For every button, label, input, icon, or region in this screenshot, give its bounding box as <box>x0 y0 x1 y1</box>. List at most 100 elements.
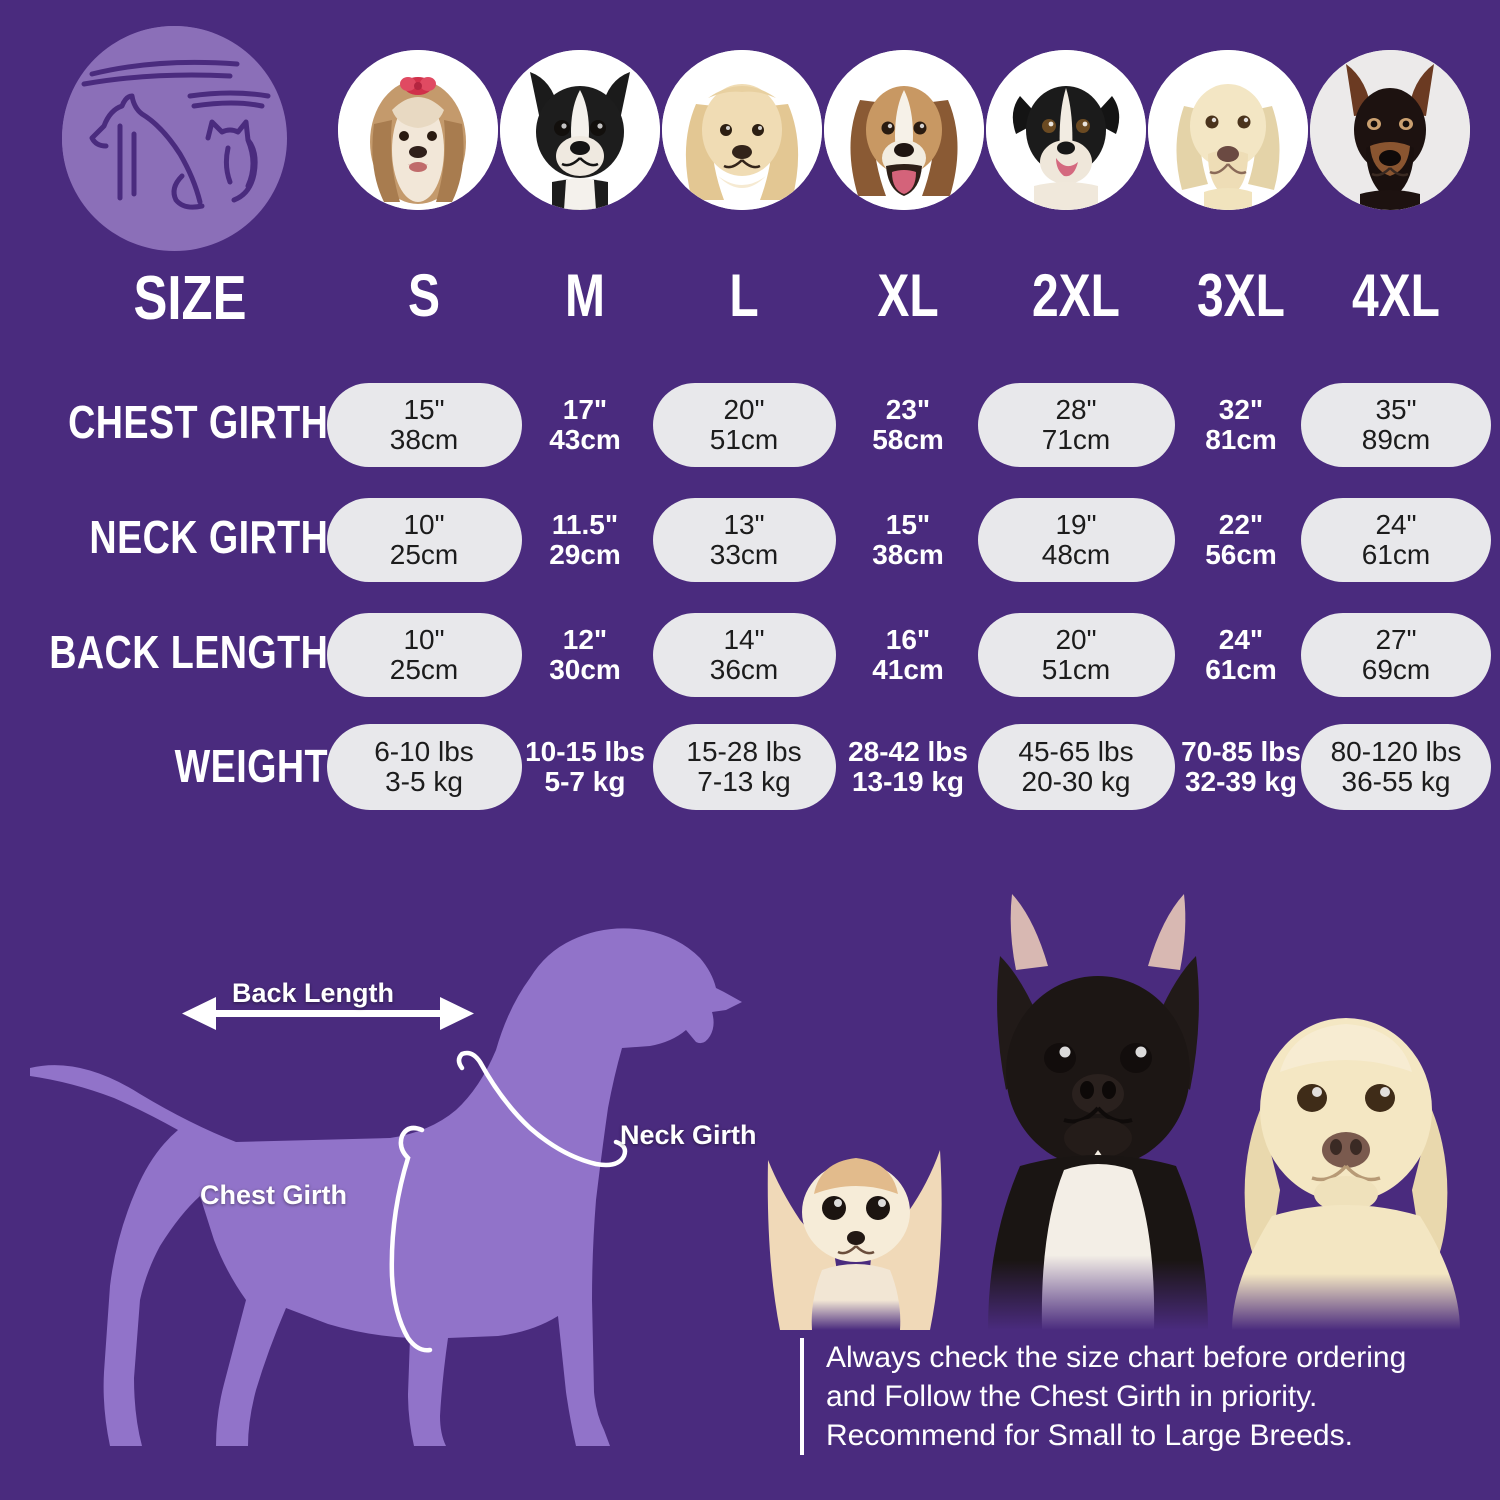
size-header-l: L <box>729 262 759 329</box>
cell-value-metric: 89cm <box>1361 424 1431 455</box>
labrador-photo <box>1232 1018 1460 1330</box>
cell-3xl-neck-girth: 22" 56cm <box>1157 498 1325 582</box>
cell-value-metric: 41cm <box>872 654 944 685</box>
size-header-xl: XL <box>877 262 939 329</box>
cell-value-imperial: 22" <box>1218 509 1264 541</box>
cell-2xl-chest-girth: 28" 71cm <box>977 383 1175 467</box>
boston-terrier-photo-icon <box>500 50 660 210</box>
double-arrow-icon <box>182 997 474 1030</box>
doberman-photo-icon <box>1310 50 1470 210</box>
cell-value-metric: 58cm <box>872 424 944 455</box>
cell-value-metric: 51cm <box>1041 654 1111 685</box>
cell-value-metric: 25cm <box>389 539 459 570</box>
size-header-m: M <box>565 262 605 329</box>
dog-photo-group <box>760 860 1500 1330</box>
brand-logo <box>62 26 287 251</box>
size-header-4xl: 4XL <box>1351 262 1441 329</box>
chest-girth-label: Chest Girth <box>200 1180 348 1210</box>
cell-value-imperial: 13" <box>723 509 765 541</box>
note-line-2: and Follow the Chest Girth in priority. <box>826 1380 1318 1413</box>
cell-m-weight: 10-15 lbs 5-7 kg <box>505 724 665 810</box>
cell-value-metric: 38cm <box>389 424 459 455</box>
cocker-spaniel-photo-icon <box>662 50 822 210</box>
cell-value-imperial: 11.5" <box>551 509 619 541</box>
cell-4xl-weight: 80-120 lbs 36-55 kg <box>1301 724 1491 810</box>
cell-value-metric: 5-7 kg <box>544 766 626 797</box>
cell-2xl-weight: 45-65 lbs 20-30 kg <box>977 724 1175 810</box>
cell-value-metric: 51cm <box>709 424 779 455</box>
three-dogs-photo-icon <box>767 894 1460 1330</box>
neck-girth-label: Neck Girth <box>620 1120 757 1150</box>
cell-value-imperial: 15" <box>885 509 931 541</box>
cell-s-back-length: 10" 25cm <box>326 613 522 697</box>
cell-value-imperial: 6-10 lbs <box>374 736 474 768</box>
cell-value-imperial: 14" <box>723 624 765 656</box>
measurement-diagram: Back Length Neck Girth Chest Girth <box>10 880 770 1490</box>
cell-value-metric: 13-19 kg <box>851 766 965 797</box>
cell-xl-neck-girth: 15" 38cm <box>827 498 990 582</box>
cell-m-back-length: 12" 30cm <box>505 613 665 697</box>
cell-value-imperial: 10" <box>403 624 445 656</box>
cell-value-metric: 36cm <box>709 654 779 685</box>
cell-value-imperial: 10-15 lbs <box>525 736 645 768</box>
size-header-3xl: 3XL <box>1196 262 1286 329</box>
cell-s-neck-girth: 10" 25cm <box>326 498 522 582</box>
note-line-1: Always check the size chart before order… <box>826 1341 1407 1374</box>
size-header-2xl: 2XL <box>1031 262 1121 329</box>
cell-value-metric: 25cm <box>389 654 459 685</box>
cell-value-imperial: 28-42 lbs <box>848 736 968 768</box>
cell-value-imperial: 24" <box>1375 509 1417 541</box>
breed-avatar <box>338 50 498 210</box>
cell-value-imperial: 27" <box>1375 624 1417 656</box>
chihuahua-photo <box>767 1150 942 1330</box>
cell-value-metric: 3-5 kg <box>385 766 463 797</box>
cell-m-neck-girth: 11.5" 29cm <box>505 498 665 582</box>
cell-4xl-neck-girth: 24" 61cm <box>1301 498 1491 582</box>
size-chart-table: SIZE S M L XL 2XL 3XL 4XL CHEST GIRTH NECK GIRT… <box>0 255 1500 825</box>
cell-2xl-neck-girth: 19" 48cm <box>977 498 1175 582</box>
cell-value-imperial: 16" <box>885 624 931 656</box>
cell-value-metric: 48cm <box>1041 539 1111 570</box>
row-label-chest-girth: CHEST GIRTH <box>67 396 328 448</box>
cell-value-imperial: 70-85 lbs <box>1181 736 1301 768</box>
cell-value-metric: 71cm <box>1041 424 1111 455</box>
dog-cat-circle-logo-art <box>62 26 286 250</box>
cell-value-imperial: 24" <box>1218 624 1264 656</box>
cell-xl-weight: 28-42 lbs 13-19 kg <box>827 724 990 810</box>
breed-avatar <box>986 50 1146 210</box>
cell-value-metric: 61cm <box>1361 539 1431 570</box>
breed-avatar <box>1148 50 1308 210</box>
cell-value-metric: 20-30 kg <box>1021 766 1131 797</box>
cell-s-chest-girth: 15" 38cm <box>326 383 522 467</box>
cell-value-imperial: 12" <box>562 624 608 656</box>
breed-avatar <box>500 50 660 210</box>
cell-value-imperial: 15-28 lbs <box>686 736 802 768</box>
beagle-photo-icon <box>824 50 984 210</box>
table-corner-label: SIZE <box>133 264 247 333</box>
cell-value-imperial: 28" <box>1055 394 1097 426</box>
cell-value-metric: 69cm <box>1361 654 1431 685</box>
cell-value-imperial: 19" <box>1055 509 1097 541</box>
cell-s-weight: 6-10 lbs 3-5 kg <box>326 724 522 810</box>
cell-value-metric: 38cm <box>872 539 944 570</box>
labrador-photo-icon <box>1148 50 1308 210</box>
cell-l-back-length: 14" 36cm <box>652 613 836 697</box>
size-header-s: S <box>407 262 441 329</box>
row-label-neck-girth: NECK GIRTH <box>89 511 328 563</box>
note-line-3: Recommend for Small to Large Breeds. <box>826 1419 1353 1452</box>
cell-l-chest-girth: 20" 51cm <box>652 383 836 467</box>
cell-value-imperial: 10" <box>403 509 445 541</box>
cell-value-imperial: 45-65 lbs <box>1018 736 1134 768</box>
french-bulldog-photo <box>988 894 1208 1330</box>
cell-value-metric: 43cm <box>549 424 621 455</box>
back-length-label: Back Length <box>232 978 395 1008</box>
cell-m-chest-girth: 17" 43cm <box>505 383 665 467</box>
cell-4xl-back-length: 27" 69cm <box>1301 613 1491 697</box>
cell-value-metric: 33cm <box>709 539 779 570</box>
cell-xl-chest-girth: 23" 58cm <box>827 383 990 467</box>
row-label-weight: WEIGHT <box>174 740 328 792</box>
cell-value-imperial: 15" <box>403 394 445 426</box>
cell-value-metric: 7-13 kg <box>697 766 791 797</box>
cell-3xl-back-length: 24" 61cm <box>1157 613 1325 697</box>
cell-value-imperial: 23" <box>885 394 931 426</box>
